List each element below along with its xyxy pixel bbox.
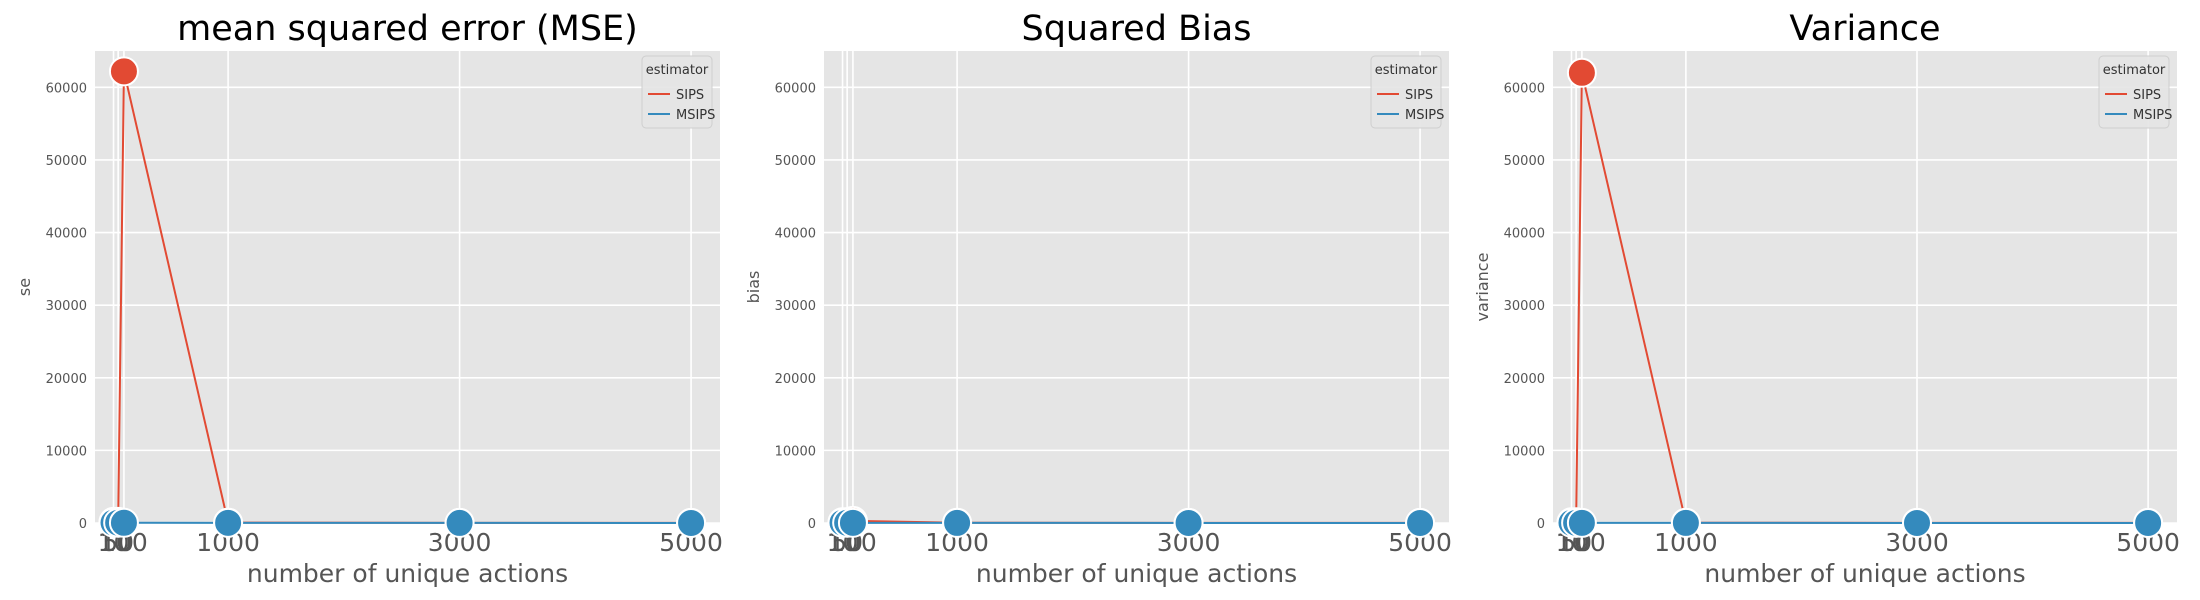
- y-tick-label: 0: [1537, 517, 1545, 532]
- data-point-msips: [1173, 507, 1204, 538]
- plot-area: [1553, 51, 2177, 523]
- y-tick-label: 50000: [46, 154, 87, 169]
- data-point-msips: [444, 507, 475, 538]
- y-axis-label: variance: [1473, 253, 1492, 322]
- legend-label-msips: MSIPS: [2133, 108, 2172, 123]
- legend-title: estimator: [2103, 63, 2166, 78]
- data-point-msips: [942, 507, 973, 538]
- legend-box: [1370, 55, 1442, 129]
- y-tick-label: 30000: [775, 299, 816, 314]
- y-axis-label: se: [15, 278, 34, 296]
- y-tick-label: 50000: [775, 154, 816, 169]
- y-tick-label: 60000: [1504, 81, 1545, 96]
- y-tick-label: 40000: [46, 227, 87, 242]
- chart-title: Squared Bias: [1022, 9, 1252, 49]
- legend-label-sips: SIPS: [1405, 88, 1433, 103]
- legend-box: [641, 55, 713, 129]
- y-tick-label: 20000: [775, 372, 816, 387]
- y-tick-label: 50000: [1504, 154, 1545, 169]
- chart-title: mean squared error (MSE): [177, 9, 638, 49]
- y-tick-label: 20000: [46, 372, 87, 387]
- y-tick-label: 40000: [1504, 227, 1545, 242]
- y-tick-label: 30000: [1504, 299, 1545, 314]
- chart-title: Variance: [1789, 9, 1940, 49]
- x-axis-label: number of unique actions: [1704, 559, 2025, 588]
- legend-label-msips: MSIPS: [676, 108, 715, 123]
- y-tick-label: 0: [808, 517, 816, 532]
- y-tick-label: 20000: [1504, 372, 1545, 387]
- data-point-msips: [1566, 507, 1597, 538]
- data-point-msips: [837, 507, 868, 538]
- legend-title: estimator: [646, 63, 709, 78]
- legend: estimator SIPS MSIPS: [1370, 55, 1444, 129]
- legend-title: estimator: [1375, 63, 1438, 78]
- plot-area: [824, 51, 1449, 523]
- data-point-msips: [108, 507, 139, 538]
- y-tick-label: 40000: [775, 227, 816, 242]
- data-point-sips: [1566, 57, 1597, 88]
- plot-area: [95, 51, 720, 523]
- data-point-msips: [213, 507, 244, 538]
- data-point-msips: [1902, 507, 1932, 538]
- legend-box: [2098, 55, 2170, 129]
- y-tick-label: 10000: [46, 444, 87, 459]
- y-tick-label: 10000: [775, 444, 816, 459]
- y-tick-label: 0: [79, 517, 87, 532]
- data-point-msips: [1405, 507, 1436, 538]
- y-tick-label: 60000: [46, 81, 87, 96]
- legend-label-msips: MSIPS: [1405, 108, 1444, 123]
- y-axis-label: bias: [744, 271, 763, 304]
- data-point-msips: [1670, 507, 1701, 538]
- legend: estimator SIPS MSIPS: [2098, 55, 2172, 129]
- legend-label-sips: SIPS: [2133, 88, 2161, 103]
- x-axis-label: number of unique actions: [976, 559, 1297, 588]
- data-point-msips: [2133, 507, 2164, 538]
- legend: estimator SIPS MSIPS: [641, 55, 715, 129]
- y-tick-label: 10000: [1504, 444, 1545, 459]
- legend-label-sips: SIPS: [676, 88, 704, 103]
- y-tick-label: 30000: [46, 299, 87, 314]
- data-point-msips: [676, 507, 707, 538]
- x-axis-label: number of unique actions: [247, 559, 568, 588]
- y-tick-label: 60000: [775, 81, 816, 96]
- data-point-sips: [108, 56, 139, 87]
